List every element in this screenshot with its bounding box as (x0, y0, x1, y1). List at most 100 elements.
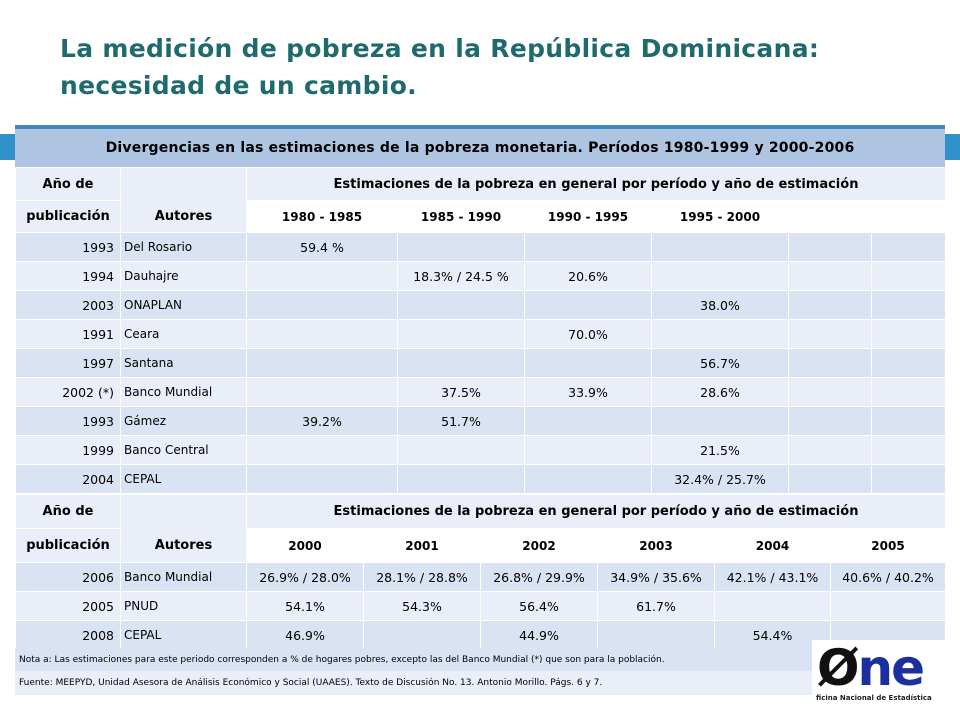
cell-author: Banco Mundial (120, 377, 247, 407)
cell-author: Banco Central (120, 435, 247, 465)
table-row: 2003 ONAPLAN 38.0% (15, 290, 946, 320)
cell-value (524, 435, 652, 465)
cell-author: Gámez (120, 406, 247, 436)
cell-value: 51.7% (397, 406, 525, 436)
cell-value: 42.1% / 43.1% (714, 562, 831, 592)
cell-value: 56.7% (651, 348, 789, 378)
cell-value (397, 232, 525, 262)
cell-empty (871, 406, 946, 436)
cell-value (651, 406, 789, 436)
cell-value: 26.8% / 29.9% (480, 562, 598, 592)
header-authors: Autores (120, 167, 247, 233)
estimates-table-1980-1999: Año de Autores Estimaciones de la pobrez… (15, 167, 946, 494)
header-year-line1: Año de (15, 167, 121, 201)
one-logo-mark: Øne (817, 639, 926, 697)
footnote-a: Nota a: Las estimaciones para este perio… (15, 648, 945, 671)
right-accent-bar (945, 134, 960, 160)
cell-value: 37.5% (397, 377, 525, 407)
cell-author: Santana (120, 348, 247, 378)
cell-value: 38.0% (651, 290, 789, 320)
slide-title-line-1: La medición de pobreza en la República D… (60, 34, 820, 63)
cell-value (651, 261, 789, 291)
source-note: Fuente: MEEPYD, Unidad Asesora de Anális… (15, 671, 945, 695)
cell-value: 34.9% / 35.6% (597, 562, 715, 592)
cell-value (397, 319, 525, 349)
period-header: 1990 - 1995 (524, 200, 652, 233)
cell-value: 59.4 % (246, 232, 398, 262)
cell-value (397, 348, 525, 378)
period-header: 1995 - 2000 (651, 200, 789, 233)
cell-value (246, 348, 398, 378)
cell-empty (871, 464, 946, 494)
cell-empty (788, 435, 872, 465)
header-estimates: Estimaciones de la pobreza en general po… (246, 494, 946, 529)
header-estimates: Estimaciones de la pobreza en general po… (246, 167, 946, 201)
table-row: 1994 Dauhajre 18.3% / 24.5 % 20.6% (15, 261, 946, 291)
slide-title: La medición de pobreza en la República D… (60, 30, 920, 104)
cell-value: 26.9% / 28.0% (246, 562, 364, 592)
cell-value (246, 290, 398, 320)
cell-value (246, 261, 398, 291)
cell-year: 1997 (15, 348, 121, 378)
logo-mark-ne: ne (857, 639, 926, 697)
table-row: 1991 Ceara 70.0% (15, 319, 946, 349)
cell-value (397, 290, 525, 320)
cell-author: CEPAL (120, 464, 247, 494)
year-header: 2003 (597, 528, 715, 563)
cell-year: 2003 (15, 290, 121, 320)
cell-empty (788, 406, 872, 436)
slide-title-line-2: necesidad de un cambio. (60, 71, 417, 100)
table-row: 2008 CEPAL 46.9% 44.9% 54.4% (15, 620, 946, 650)
cell-year: 2006 (15, 562, 121, 592)
cell-empty (871, 435, 946, 465)
cell-empty (788, 377, 872, 407)
cell-year: 2008 (15, 620, 121, 650)
cell-year: 1993 (15, 406, 121, 436)
cell-value (524, 406, 652, 436)
cell-value (397, 435, 525, 465)
cell-year: 1999 (15, 435, 121, 465)
period-header: 1980 - 1985 (246, 200, 398, 233)
cell-value: 70.0% (524, 319, 652, 349)
cell-value: 32.4% / 25.7% (651, 464, 789, 494)
cell-year: 2002 (*) (15, 377, 121, 407)
cell-empty (871, 290, 946, 320)
cell-value (651, 319, 789, 349)
table-row: 1999 Banco Central 21.5% (15, 435, 946, 465)
cell-value: 40.6% / 40.2% (830, 562, 946, 592)
cell-empty (871, 232, 946, 262)
left-accent-bar (0, 134, 15, 160)
cell-value: 20.6% (524, 261, 652, 291)
cell-year: 1994 (15, 261, 121, 291)
estimates-table-2000-2006: Año de Autores Estimaciones de la pobrez… (15, 494, 946, 650)
logo-mark-zero: Ø (817, 639, 859, 697)
cell-value (830, 591, 946, 621)
cell-value (524, 464, 652, 494)
cell-empty (788, 290, 872, 320)
cell-empty (871, 348, 946, 378)
cell-value (524, 232, 652, 262)
cell-empty (788, 464, 872, 494)
cell-empty (788, 319, 872, 349)
cell-value: 28.1% / 28.8% (363, 562, 481, 592)
cell-year: 2004 (15, 464, 121, 494)
table-title: Divergencias en las estimaciones de la p… (15, 129, 945, 167)
cell-value: 46.9% (246, 620, 364, 650)
cell-empty (871, 377, 946, 407)
header-year-line2: publicación (15, 200, 121, 233)
table-row: 1993 Gámez 39.2% 51.7% (15, 406, 946, 436)
cell-value: 54.3% (363, 591, 481, 621)
cell-author: Del Rosario (120, 232, 247, 262)
table-row: 2005 PNUD 54.1% 54.3% 56.4% 61.7% (15, 591, 946, 621)
table-row: 2002 (*) Banco Mundial 37.5% 33.9% 28.6% (15, 377, 946, 407)
cell-value (524, 348, 652, 378)
header-year-line1: Año de (15, 494, 121, 529)
cell-value (246, 435, 398, 465)
cell-year: 2005 (15, 591, 121, 621)
cell-empty (788, 232, 872, 262)
one-logo-subtitle: ficina Nacional de Estadística (816, 694, 932, 702)
period-header (788, 200, 872, 233)
year-header: 2000 (246, 528, 364, 563)
cell-empty (871, 261, 946, 291)
period-header (871, 200, 946, 233)
